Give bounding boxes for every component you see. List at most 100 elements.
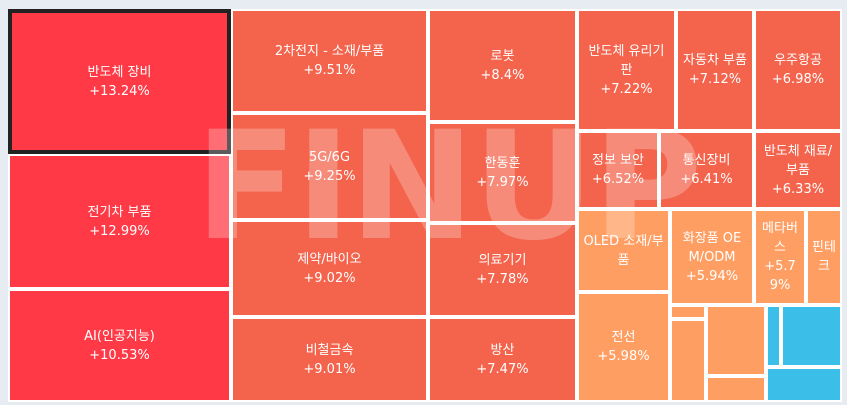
treemap-tile[interactable]: 반도체 장비 +13.24% xyxy=(8,9,231,154)
tile-content: 제약/바이오 +9.02% xyxy=(293,248,365,290)
tile-change: +7.22% xyxy=(600,81,653,97)
tile-change: +6.52% xyxy=(591,172,645,187)
treemap-tile[interactable]: 5G/6G +9.25% xyxy=(231,113,428,220)
treemap-tile[interactable] xyxy=(670,305,706,319)
tile-content xyxy=(732,339,740,343)
tile-label: 한동훈 xyxy=(484,155,521,171)
tile-content: 정보 보안 +6.52% xyxy=(588,149,648,191)
tile-label: 자동차 부품 xyxy=(683,53,747,68)
treemap-tile[interactable]: 반도체 유리기판 +7.22% xyxy=(577,9,676,131)
treemap-tile[interactable]: 2차전지 - 소재/부품 +9.51% xyxy=(231,9,428,113)
tile-label: 제약/바이오 xyxy=(297,251,362,267)
tile-change: +6.98% xyxy=(771,72,825,87)
tile-change: +8.4% xyxy=(480,67,525,83)
tile-change: +6.33% xyxy=(771,181,825,197)
tile-content: 메타버스 +5.79% xyxy=(756,217,804,297)
tile-label: 반도체 유리기판 xyxy=(588,43,665,78)
tile-label: 로봇 xyxy=(490,48,515,64)
tile-label: 의료기기 xyxy=(478,253,527,268)
tile-content: 방산 +7.47% xyxy=(472,339,532,381)
tile-content: 자동차 부품 +7.12% xyxy=(679,49,751,91)
tile-change: +7.47% xyxy=(476,361,529,377)
tile-label: 비철금속 xyxy=(305,342,354,358)
treemap-tile[interactable]: 정보 보안 +6.52% xyxy=(577,131,659,209)
tile-content xyxy=(684,310,692,314)
treemap-tile[interactable]: 핀테크 xyxy=(806,209,842,305)
tile-change: +7.12% xyxy=(688,72,742,87)
treemap-tile[interactable]: 자동차 부품 +7.12% xyxy=(676,9,754,131)
tile-content: 통신장비 +6.41% xyxy=(676,149,736,191)
treemap-tile[interactable]: OLED 소재/부품 xyxy=(577,209,670,292)
tile-content xyxy=(808,334,816,338)
treemap-tile[interactable]: 한동훈 +7.97% xyxy=(428,122,577,223)
tile-change: +9.02% xyxy=(303,270,356,286)
treemap-tile[interactable]: 메타버스 +5.79% xyxy=(754,209,806,305)
tile-label: 2차전지 - 소재/부품 xyxy=(274,44,385,59)
treemap-tile[interactable]: 통신장비 +6.41% xyxy=(659,131,754,209)
tile-content: 우주항공 +6.98% xyxy=(768,49,828,91)
tile-label: 5G/6G xyxy=(308,149,351,165)
tile-label: 우주항공 xyxy=(774,53,822,68)
tile-label: OLED 소재/부품 xyxy=(583,233,664,268)
treemap-tile[interactable]: 반도체 재료/부품 +6.33% xyxy=(754,131,842,209)
tile-content: 의료기기 +7.78% xyxy=(472,249,532,291)
tile-content xyxy=(732,387,740,391)
tile-change: +9.25% xyxy=(303,168,356,184)
treemap-tile[interactable]: 전기차 부품 +12.99% xyxy=(8,154,231,289)
tile-content xyxy=(770,334,778,338)
treemap-tile[interactable]: 우주항공 +6.98% xyxy=(754,9,842,131)
tile-content: 핀테크 xyxy=(808,236,840,278)
treemap-tile[interactable]: AI(인공지능) +10.53% xyxy=(8,289,231,402)
tile-content: 전기차 부품 +12.99% xyxy=(84,201,156,243)
treemap-tile[interactable] xyxy=(766,367,842,402)
tile-content: 반도체 재료/부품 +6.33% xyxy=(756,140,840,201)
treemap-tile[interactable]: 로봇 +8.4% xyxy=(428,9,577,122)
tile-content: 전선 +5.98% xyxy=(593,326,653,368)
tile-label: 통신장비 xyxy=(682,153,731,168)
treemap-tile[interactable] xyxy=(766,305,781,367)
tile-change: +7.78% xyxy=(476,272,529,287)
tile-content: 비철금속 +9.01% xyxy=(299,339,359,381)
treemap-tile[interactable]: 비철금속 +9.01% xyxy=(231,317,428,402)
tile-label: 전기차 부품 xyxy=(87,204,152,220)
treemap-tile[interactable]: 전선 +5.98% xyxy=(577,292,670,402)
treemap-tile[interactable] xyxy=(670,319,706,402)
tile-label: 정보 보안 xyxy=(592,153,644,168)
tile-change: +5.79% xyxy=(764,259,796,293)
tile-content xyxy=(800,383,808,387)
tile-label: 방산 xyxy=(490,342,515,358)
tile-change: +5.98% xyxy=(597,349,650,364)
tile-content: 2차전지 - 소재/부품 +9.51% xyxy=(271,40,388,82)
treemap-tile[interactable] xyxy=(781,305,842,367)
treemap-tile[interactable]: 제약/바이오 +9.02% xyxy=(231,220,428,317)
tile-content: 반도체 유리기판 +7.22% xyxy=(579,40,674,101)
tile-change: +6.41% xyxy=(680,172,733,187)
tile-label: AI(인공지능) xyxy=(84,328,155,344)
treemap-tile[interactable] xyxy=(706,376,766,402)
tile-content: OLED 소재/부품 xyxy=(579,230,668,272)
tile-change: +10.53% xyxy=(89,347,150,363)
treemap-tile[interactable]: 화장품 OEM/ODM +5.94% xyxy=(670,209,754,305)
tile-change: +9.01% xyxy=(303,361,356,377)
tile-content xyxy=(684,359,692,363)
tile-change: +7.97% xyxy=(476,174,529,190)
tile-content: 5G/6G +9.25% xyxy=(299,146,359,188)
tile-change: +12.99% xyxy=(89,223,150,239)
tile-content: 로봇 +8.4% xyxy=(477,45,529,87)
tile-label: 전선 xyxy=(611,330,636,345)
tile-label: 화장품 OEM/ODM xyxy=(682,230,742,265)
tile-content: 반도체 장비 +13.24% xyxy=(84,61,156,103)
tile-label: 핀테크 xyxy=(812,240,836,274)
tile-change: +9.51% xyxy=(303,63,356,78)
tile-content: 한동훈 +7.97% xyxy=(472,152,532,194)
tile-content: 화장품 OEM/ODM +5.94% xyxy=(672,227,752,288)
tile-label: 메타버스 xyxy=(762,221,798,255)
tile-label: 반도체 재료/부품 xyxy=(763,143,833,178)
treemap-tile[interactable] xyxy=(706,305,766,376)
tile-content: AI(인공지능) +10.53% xyxy=(80,325,159,367)
tile-change: +5.94% xyxy=(685,268,739,284)
treemap-tile[interactable]: 의료기기 +7.78% xyxy=(428,223,577,317)
tile-change: +13.24% xyxy=(89,83,150,99)
treemap-tile[interactable]: 방산 +7.47% xyxy=(428,317,577,402)
